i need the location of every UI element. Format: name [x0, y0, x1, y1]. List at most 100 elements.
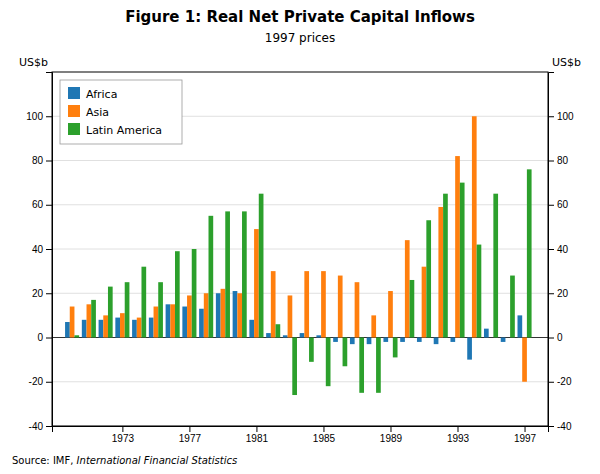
bar	[309, 338, 314, 362]
y2-axis: -40-20020406080100	[548, 73, 574, 432]
bar	[371, 315, 376, 337]
bar	[259, 194, 264, 338]
legend-swatch	[68, 123, 80, 135]
plot: 1973197719811985198919931997-40-20020406…	[19, 56, 581, 444]
bar	[187, 295, 192, 337]
tick: 1985	[313, 426, 336, 444]
tick-label: 60	[557, 199, 569, 210]
tick-label: -20	[29, 376, 44, 387]
bar	[355, 282, 360, 337]
bar	[326, 338, 331, 387]
legend: Africa Asia Latin America	[60, 80, 182, 144]
tick-label: -20	[557, 376, 572, 387]
tick-label: 20	[32, 288, 44, 299]
bar	[99, 320, 104, 338]
tick-mark	[256, 426, 257, 432]
bar	[505, 337, 510, 338]
tick: -20	[29, 376, 52, 387]
bar	[216, 293, 221, 337]
bar	[149, 318, 154, 338]
bar	[158, 282, 163, 337]
tick-mark	[46, 249, 52, 250]
tick-mark	[122, 426, 123, 432]
tick: 20	[548, 288, 569, 299]
bar	[242, 211, 247, 337]
bar	[254, 229, 259, 337]
tick-mark	[46, 293, 52, 294]
legend-label: Latin America	[86, 124, 162, 137]
tick-mark	[46, 426, 52, 427]
bar	[209, 216, 214, 338]
bar	[443, 194, 448, 338]
bar	[204, 293, 209, 337]
legend-swatch	[68, 87, 80, 99]
bar	[192, 249, 197, 338]
tick-mark	[525, 426, 526, 432]
bar	[510, 276, 515, 338]
bar	[154, 307, 159, 338]
tick: -40	[29, 421, 52, 432]
bar	[292, 338, 297, 396]
bar	[132, 320, 137, 338]
bar	[489, 337, 494, 338]
tick: 100	[548, 111, 574, 122]
title: Figure 1: Real Net Private Capital Inflo…	[125, 8, 475, 26]
bar	[472, 116, 477, 337]
bar	[359, 338, 364, 393]
legend-item: Asia	[68, 105, 109, 119]
tick: 60	[548, 199, 569, 210]
tick: 20	[32, 288, 52, 299]
legend-item: Latin America	[68, 123, 162, 137]
tick: 60	[32, 199, 52, 210]
tick: 1981	[246, 426, 269, 444]
bar	[288, 295, 293, 337]
tick-mark	[46, 338, 52, 339]
tick-mark	[189, 426, 190, 432]
tick-mark	[548, 338, 554, 339]
tick: 0	[37, 332, 52, 343]
tick-label: 1993	[447, 433, 470, 444]
bar	[321, 271, 326, 337]
bar	[527, 169, 532, 337]
tick-label: 100	[26, 111, 43, 122]
tick-label: 60	[32, 199, 44, 210]
tick: 1993	[447, 426, 470, 444]
bar	[271, 271, 276, 337]
tick: 1989	[380, 426, 403, 444]
bar	[199, 309, 204, 338]
tick: 100	[26, 111, 52, 122]
bar	[522, 338, 527, 382]
legend-label: Africa	[86, 88, 117, 101]
legend-item: Africa	[68, 87, 117, 101]
bar	[125, 282, 130, 337]
legend-label: Asia	[86, 106, 109, 119]
bar	[426, 220, 431, 337]
tick-label: 0	[37, 332, 43, 343]
bar	[343, 338, 348, 367]
tick-mark	[46, 382, 52, 383]
bar	[170, 304, 175, 337]
grid-line	[52, 381, 548, 382]
bar	[221, 289, 226, 338]
bar	[283, 335, 288, 337]
bar	[225, 211, 230, 337]
chart: Figure 1: Real Net Private Capital Inflo…	[0, 0, 600, 474]
bar	[383, 338, 388, 342]
tick-label: 80	[32, 155, 44, 166]
tick-label: 1981	[246, 433, 269, 444]
bar	[422, 267, 427, 338]
y-axis-label: US$b	[19, 56, 48, 69]
bar	[141, 267, 146, 338]
bar	[74, 335, 79, 337]
bar	[484, 329, 489, 338]
bar	[467, 338, 472, 360]
bar	[518, 315, 523, 337]
bar-series	[74, 169, 531, 395]
tick: 40	[548, 244, 569, 255]
grid	[52, 116, 548, 426]
bar	[166, 304, 171, 337]
tick-label: 1977	[179, 433, 202, 444]
tick-label: 100	[557, 111, 574, 122]
bar	[304, 271, 309, 337]
bar	[120, 313, 125, 337]
